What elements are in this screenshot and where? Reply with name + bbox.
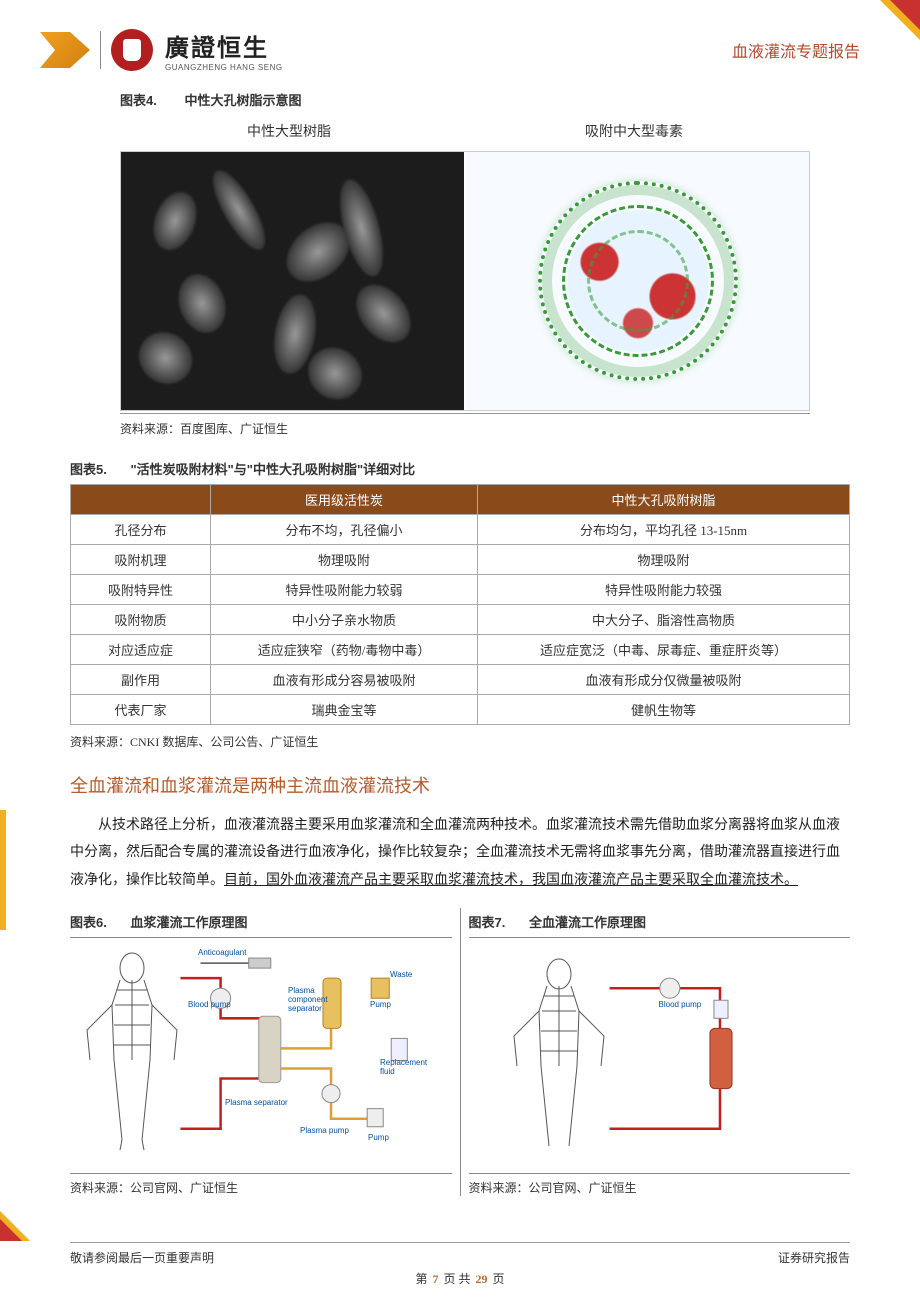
label-blood-pump: Blood pump bbox=[188, 1000, 231, 1009]
table-cell: 血液有形成分容易被吸附 bbox=[211, 665, 478, 695]
table-row-label: 吸附物质 bbox=[71, 605, 211, 635]
label-blood-pump-7: Blood pump bbox=[659, 1000, 702, 1009]
hangseng-logo-icon bbox=[111, 29, 153, 71]
table-header-col1: 医用级活性炭 bbox=[211, 485, 478, 515]
table-cell: 适应症宽泛（中毒、尿毒症、重症肝炎等） bbox=[478, 635, 850, 665]
label-waste: Waste bbox=[390, 970, 412, 979]
corner-decoration-bottom-left bbox=[0, 1211, 30, 1241]
footer-left: 敬请参阅最后一页重要声明 bbox=[70, 1249, 214, 1266]
table-cell: 分布均匀，平均孔径 13-15nm bbox=[478, 515, 850, 545]
table-cell: 健帆生物等 bbox=[478, 695, 850, 725]
label-plasma-sep: Plasma separator bbox=[225, 1098, 288, 1107]
figure6-title: 血浆灌流工作原理图 bbox=[130, 915, 247, 930]
company-name-en: GUANGZHENG HANG SENG bbox=[165, 63, 283, 72]
toxin-sphere-icon bbox=[538, 181, 738, 381]
figure4-caption: 图表4. 中性大孔树脂示意图 bbox=[70, 82, 850, 115]
table-cell: 适应症狭窄（药物/毒物中毒） bbox=[211, 635, 478, 665]
table-row: 吸附特异性特异性吸附能力较弱特异性吸附能力较强 bbox=[71, 575, 850, 605]
corner-decoration-top-right bbox=[880, 0, 920, 40]
company-name-cn: 廣證恒生 bbox=[165, 28, 283, 63]
figure4-image-right bbox=[466, 152, 809, 410]
figure4-label-left: 中性大型树脂 bbox=[247, 121, 331, 141]
table-row-label: 对应适应症 bbox=[71, 635, 211, 665]
table-row: 副作用血液有形成分容易被吸附血液有形成分仅微量被吸附 bbox=[71, 665, 850, 695]
figure7-diagram: Blood pump bbox=[469, 938, 851, 1173]
figure6-container: 图表6. 血浆灌流工作原理图 bbox=[70, 908, 461, 1196]
table-row-label: 孔径分布 bbox=[71, 515, 211, 545]
table-cell: 血液有形成分仅微量被吸附 bbox=[478, 665, 850, 695]
figure7-container: 图表7. 全血灌流工作原理图 bbox=[461, 908, 851, 1196]
table-row: 吸附机理物理吸附物理吸附 bbox=[71, 545, 850, 575]
side-accent-bar bbox=[0, 810, 6, 930]
figure4-source: 资料来源：百度图库、广证恒生 bbox=[120, 413, 810, 441]
figure4-container: 中性大型树脂 吸附中大型毒素 资料来源：百度图库、广证恒生 bbox=[120, 115, 810, 441]
figure6-7-row: 图表6. 血浆灌流工作原理图 bbox=[70, 908, 850, 1196]
table-row-label: 吸附机理 bbox=[71, 545, 211, 575]
table-cell: 特异性吸附能力较强 bbox=[478, 575, 850, 605]
table-cell: 中小分子亲水物质 bbox=[211, 605, 478, 635]
table-row: 吸附物质中小分子亲水物质中大分子、脂溶性高物质 bbox=[71, 605, 850, 635]
page-header: 廣證恒生 GUANGZHENG HANG SENG 血液灌流专题报告 bbox=[0, 0, 920, 82]
label-pump1: Pump bbox=[370, 1000, 391, 1009]
figure6-source: 资料来源：公司官网、广证恒生 bbox=[70, 1173, 452, 1196]
table-row: 孔径分布分布不均，孔径偏小分布均匀，平均孔径 13-15nm bbox=[71, 515, 850, 545]
label-pump2: Pump bbox=[368, 1133, 389, 1142]
section-heading: 全血灌流和血浆灌流是两种主流血液灌流技术 bbox=[70, 754, 850, 812]
logo-divider bbox=[100, 31, 101, 69]
table-row: 对应适应症适应症狭窄（药物/毒物中毒）适应症宽泛（中毒、尿毒症、重症肝炎等） bbox=[71, 635, 850, 665]
page-footer: 敬请参阅最后一页重要声明 证券研究报告 第 7 页 共 29 页 bbox=[0, 1242, 920, 1287]
label-repl: Replacement fluid bbox=[380, 1058, 440, 1076]
table-row-label: 吸附特异性 bbox=[71, 575, 211, 605]
figure4-number: 图表4. bbox=[120, 93, 157, 108]
table-cell: 瑞典金宝等 bbox=[211, 695, 478, 725]
table-cell: 中大分子、脂溶性高物质 bbox=[478, 605, 850, 635]
table-header-blank bbox=[71, 485, 211, 515]
table-cell: 特异性吸附能力较弱 bbox=[211, 575, 478, 605]
table-row-label: 代表厂家 bbox=[71, 695, 211, 725]
figure6-number: 图表6. bbox=[70, 915, 107, 930]
table-row-label: 副作用 bbox=[71, 665, 211, 695]
label-anticoag: Anticoagulant bbox=[198, 948, 246, 957]
paragraph-underlined: 目前，国外血液灌流产品主要采取血浆灌流技术，我国血液灌流产品主要采取全血灌流技术… bbox=[224, 873, 798, 888]
table-cell: 分布不均，孔径偏小 bbox=[211, 515, 478, 545]
label-plasma-comp: Plasma component separator bbox=[288, 986, 348, 1013]
figure7-title: 全血灌流工作原理图 bbox=[529, 915, 646, 930]
comparison-table: 医用级活性炭 中性大孔吸附树脂 孔径分布分布不均，孔径偏小分布均匀，平均孔径 1… bbox=[70, 484, 850, 725]
figure5-number: 图表5. bbox=[70, 462, 107, 477]
table-cell: 物理吸附 bbox=[478, 545, 850, 575]
document-title: 血液灌流专题报告 bbox=[732, 38, 860, 62]
figure5-source: 资料来源：CNKI 数据库、公司公告、广证恒生 bbox=[70, 725, 850, 754]
figure4-title: 中性大孔树脂示意图 bbox=[184, 93, 301, 108]
company-name: 廣證恒生 GUANGZHENG HANG SENG bbox=[165, 28, 283, 72]
figure6-diagram: Anticoagulant Blood pump Plasma separato… bbox=[70, 938, 452, 1173]
figure4-image-left bbox=[121, 152, 466, 410]
table-cell: 物理吸附 bbox=[211, 545, 478, 575]
figure7-number: 图表7. bbox=[469, 915, 506, 930]
label-plasma-pump: Plasma pump bbox=[300, 1126, 349, 1135]
table-row: 代表厂家瑞典金宝等健帆生物等 bbox=[71, 695, 850, 725]
figure5-title: "活性炭吸附材料"与"中性大孔吸附树脂"详细对比 bbox=[130, 462, 415, 477]
body-paragraph: 从技术路径上分析，血液灌流器主要采用血浆灌流和全血灌流两种技术。血浆灌流技术需先… bbox=[70, 812, 850, 894]
figure7-source: 资料来源：公司官网、广证恒生 bbox=[469, 1173, 851, 1196]
logo-block: 廣證恒生 GUANGZHENG HANG SENG bbox=[40, 28, 283, 72]
footer-right: 证券研究报告 bbox=[778, 1249, 850, 1266]
figure5-caption: 图表5. "活性炭吸附材料"与"中性大孔吸附树脂"详细对比 bbox=[70, 441, 850, 484]
table-header-col2: 中性大孔吸附树脂 bbox=[478, 485, 850, 515]
table-header-row: 医用级活性炭 中性大孔吸附树脂 bbox=[71, 485, 850, 515]
ye-logo-icon bbox=[40, 32, 90, 68]
figure4-label-right: 吸附中大型毒素 bbox=[585, 121, 683, 141]
whole-blood-circuit-icon bbox=[469, 938, 850, 1174]
page-number: 第 7 页 共 29 页 bbox=[70, 1270, 850, 1287]
